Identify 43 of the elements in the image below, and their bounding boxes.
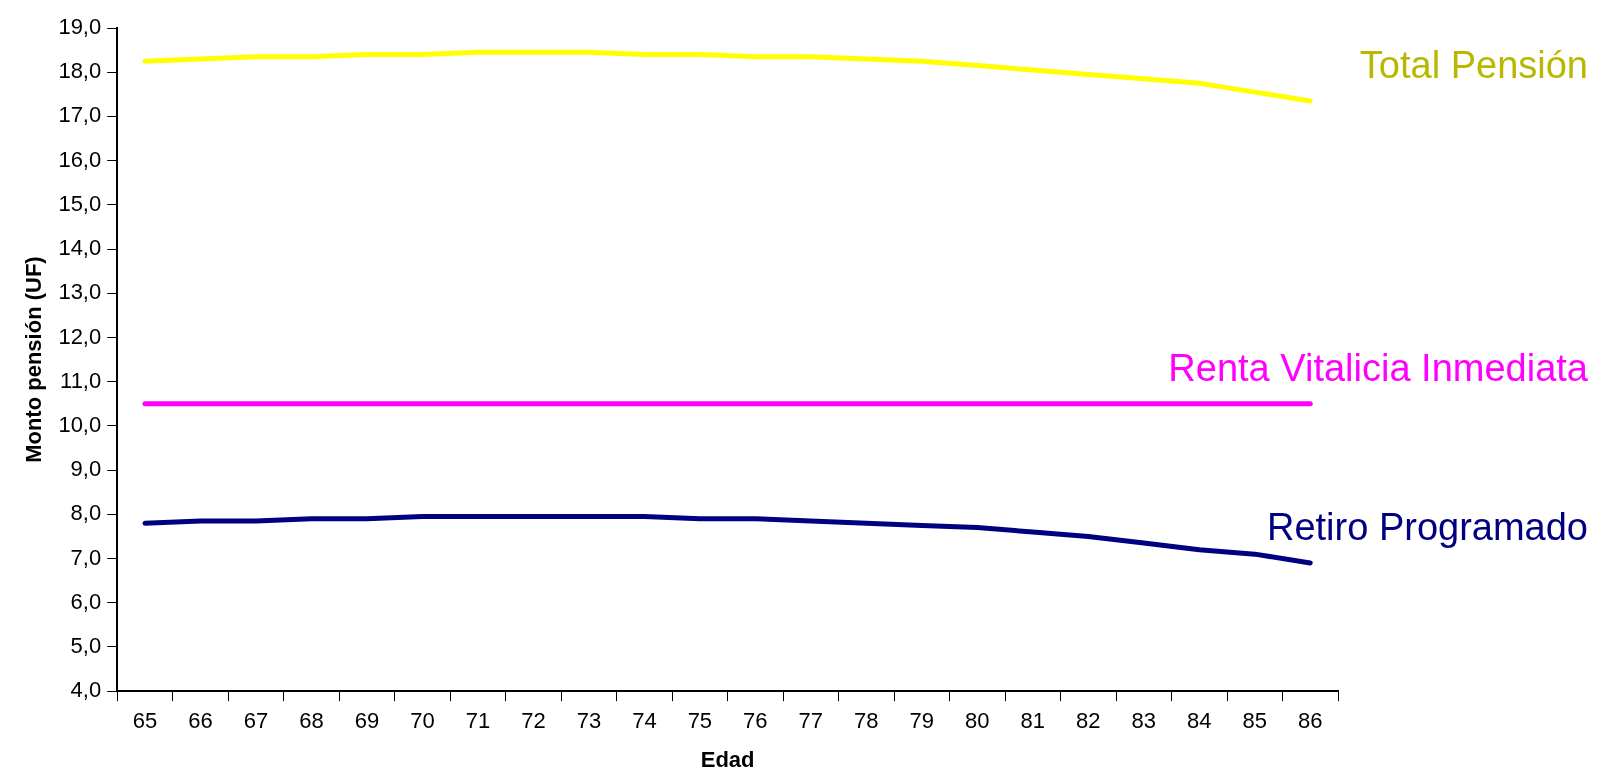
y-tick-label: 9,0 (70, 456, 102, 482)
x-tick-label: 81 (1020, 708, 1046, 734)
y-tick-label: 15,0 (58, 190, 102, 216)
x-tick-label: 82 (1076, 708, 1101, 734)
x-tick-label: 71 (465, 708, 491, 734)
y-tick-label: 6,0 (70, 588, 102, 614)
x-tick-label: 68 (299, 708, 324, 734)
x-tick-label: 79 (909, 708, 935, 734)
series-label: Total Pensión (1359, 44, 1588, 87)
y-tick-label: 18,0 (58, 58, 102, 84)
y-tick-label: 17,0 (58, 102, 102, 128)
y-tick-label: 11,0 (60, 367, 102, 393)
x-tick-label: 70 (410, 708, 435, 734)
y-tick-label: 8,0 (70, 500, 102, 526)
y-tick-label: 13,0 (58, 279, 102, 305)
x-tick-label: 80 (965, 708, 990, 734)
y-tick-label: 14,0 (58, 235, 102, 261)
x-tick-label: 86 (1298, 708, 1323, 734)
x-tick-label: 77 (798, 708, 824, 734)
x-tick-label: 69 (354, 708, 380, 734)
y-tick-label: 4,0 (70, 677, 102, 703)
series-label: Renta Vitalicia Inmediata (1168, 347, 1589, 390)
y-tick-label: 19,0 (58, 14, 102, 40)
y-tick-label: 7,0 (70, 544, 102, 570)
y-tick-label: 12,0 (58, 323, 102, 349)
x-tick-label: 83 (1131, 708, 1157, 734)
x-tick-label: 73 (576, 708, 602, 734)
x-tick-label: 78 (854, 708, 879, 734)
y-axis-title: Monto pensión (UF) (21, 256, 47, 463)
x-axis-title: Edad (700, 746, 755, 772)
y-tick-label: 5,0 (70, 633, 102, 659)
x-tick-label: 76 (743, 708, 768, 734)
x-tick-label: 75 (687, 708, 713, 734)
x-tick-label: 72 (521, 708, 546, 734)
x-tick-label: 67 (243, 708, 269, 734)
x-tick-label: 66 (188, 708, 213, 734)
x-tick-label: 84 (1187, 708, 1212, 734)
y-tick-label: 16,0 (58, 146, 102, 172)
x-tick-label: 85 (1242, 708, 1268, 734)
x-tick-label: 74 (632, 708, 657, 734)
x-tick-label: 65 (132, 708, 158, 734)
y-tick-label: 10,0 (58, 411, 102, 437)
series-label: Retiro Programado (1266, 506, 1588, 549)
